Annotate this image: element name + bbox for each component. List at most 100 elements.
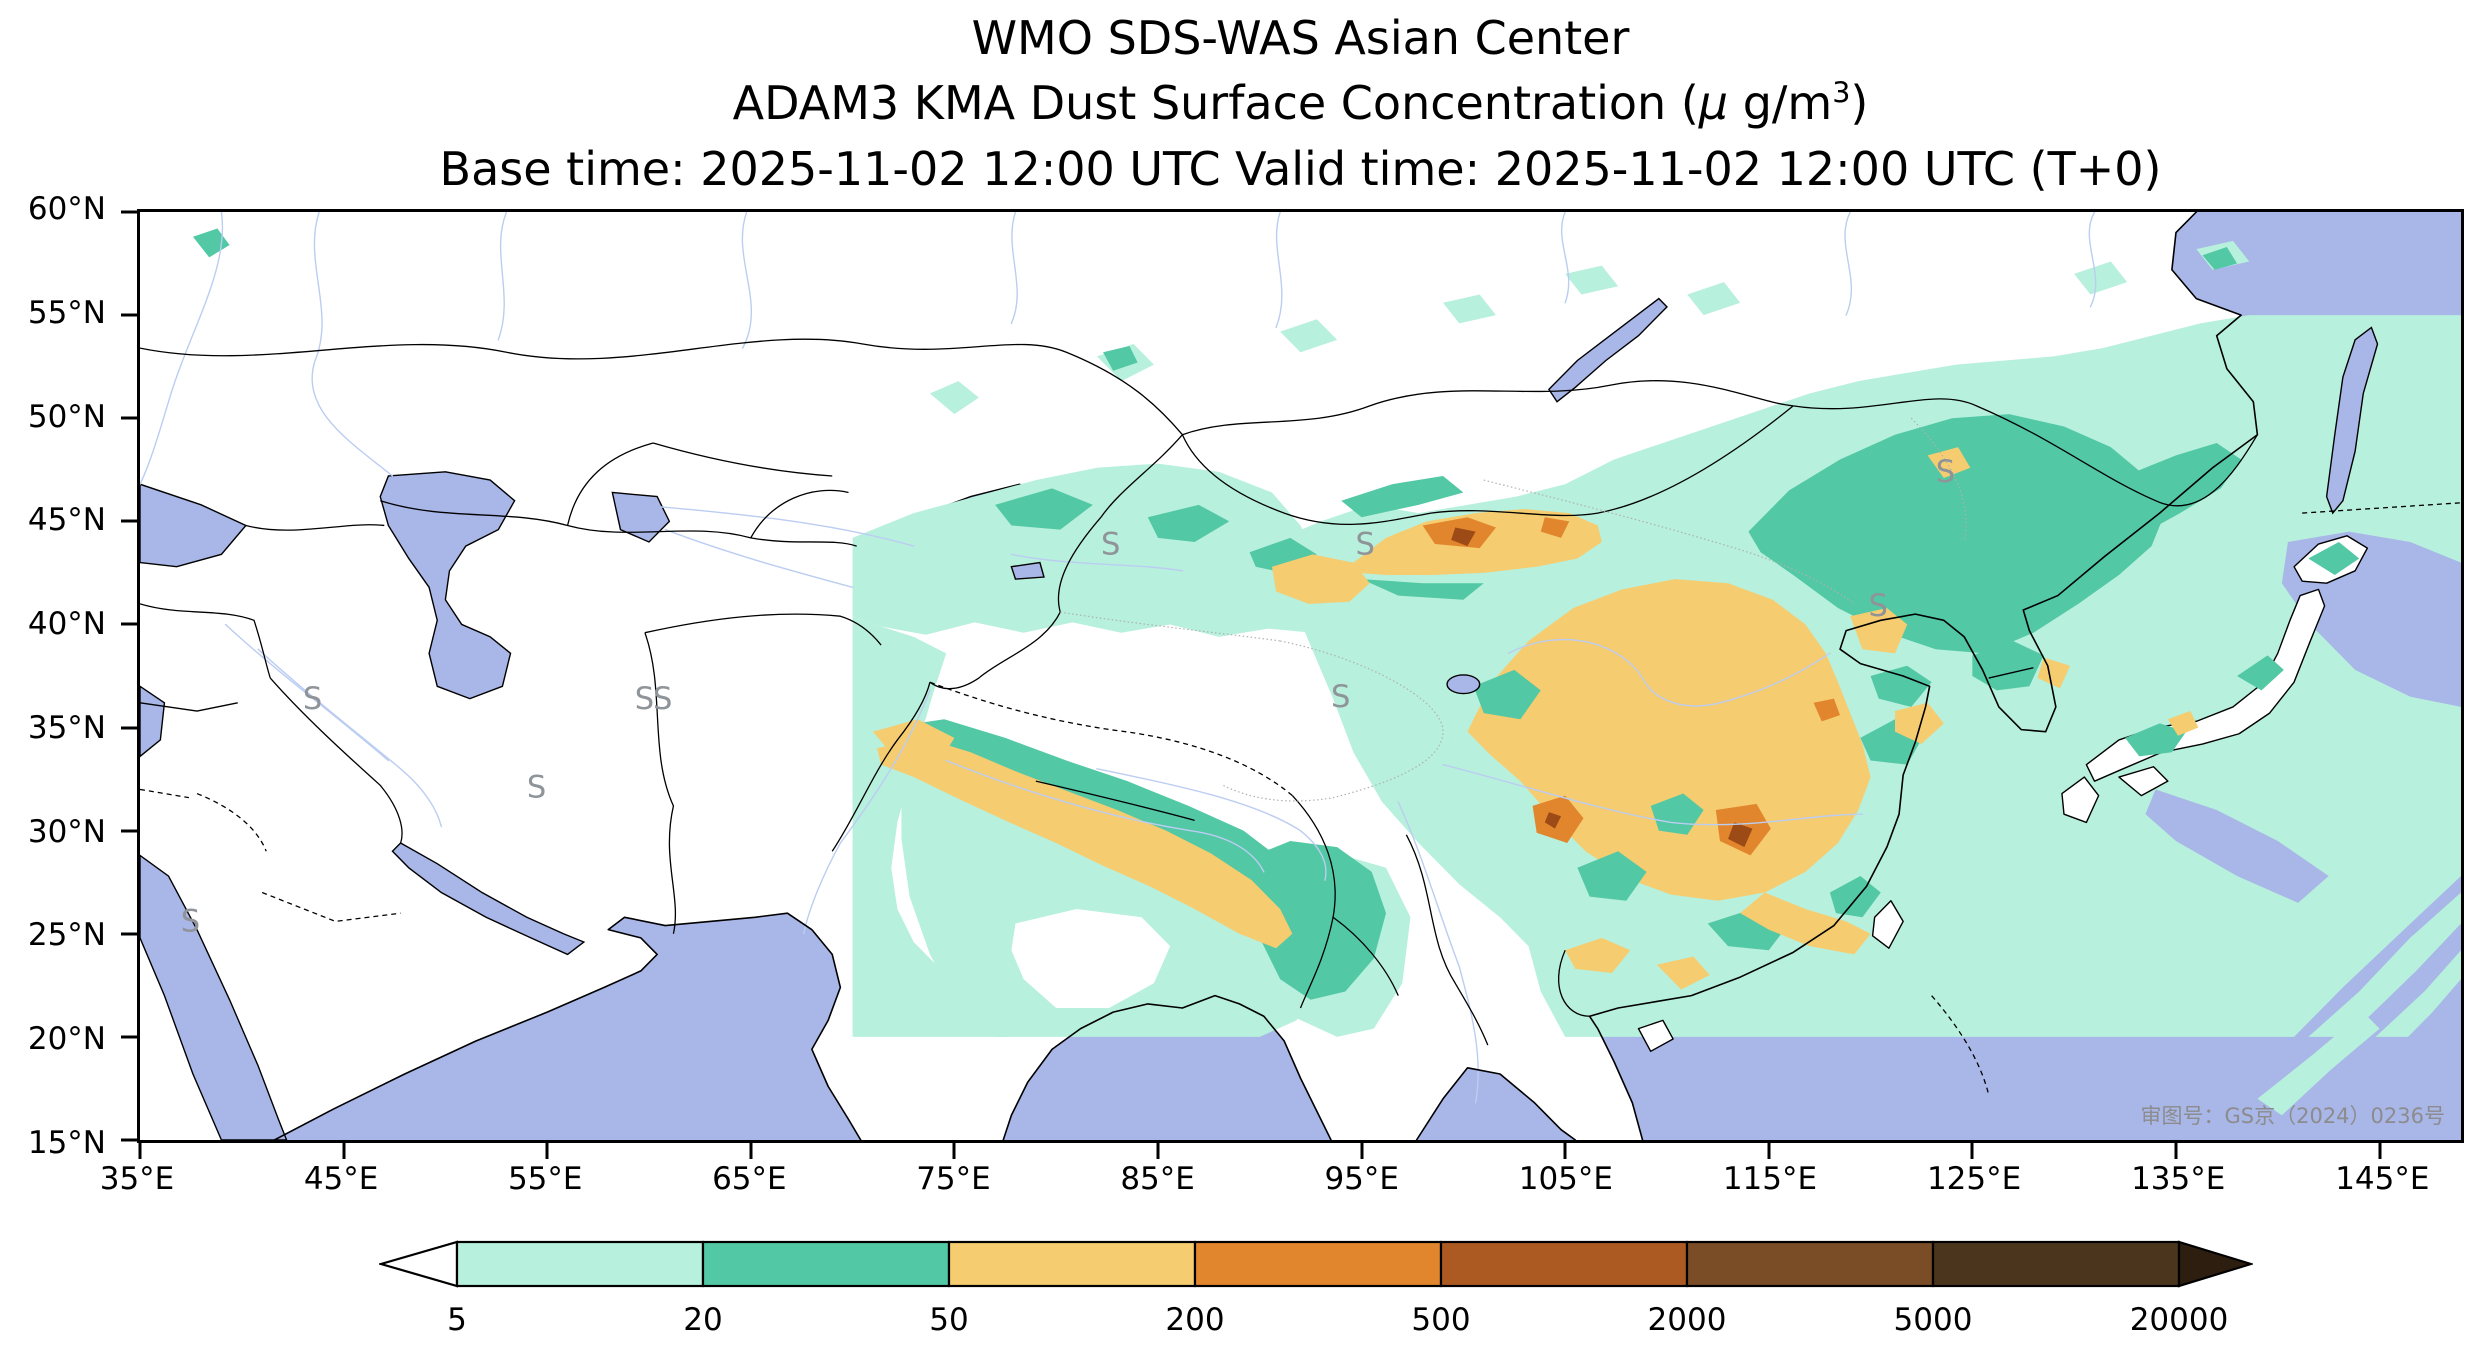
axis-tick [1360,1143,1364,1159]
figure-subtitle: ADAM3 KMA Dust Surface Concentration (μ … [732,76,1869,131]
qinghai-lake [1447,675,1480,694]
lon-axis: 35°E 45°E 55°E 65°E 75°E 85°E 95°E 105°E 115°E 12… [100,1143,2464,1213]
coastline-layer [274,212,2257,1140]
axis-tick [749,1143,753,1159]
dust-observation-symbol: S [653,681,672,717]
dust-observation-symbol: S [1101,526,1120,562]
colorbar-tick-label: 200 [1165,1302,1225,1338]
persian-gulf [392,843,583,954]
figure-timeline: Base time: 2025-11-02 12:00 UTC Valid ti… [439,141,2162,196]
dust-observation-symbol: S [527,769,546,805]
lat-tick-label: 50°N [27,398,106,435]
axis-tick [121,210,137,214]
lake-baikal [1549,299,1667,402]
colorbar-tick-label: 5000 [1893,1302,1973,1338]
colorbar-right-arrow [2177,1240,2255,1288]
dust-observation-symbol: S [181,904,200,940]
lat-tick-label: 20°N [27,1021,106,1058]
axis-tick [121,932,137,936]
lat-tick-label: 60°N [27,191,106,227]
axis-tick [952,1143,956,1159]
map-review-number-watermark: 审图号：GS京（2024）0236号 [2140,1104,2446,1128]
colorbar-tick-label: 20 [683,1302,723,1338]
axis-tick [1767,1143,1771,1159]
lat-tick-label: 15°N [27,1125,106,1161]
colorbar-segment [1685,1240,1935,1288]
colorbar-segment [1193,1240,1443,1288]
dust-observation-symbol: S [635,681,654,717]
lon-tick-label: 45°E [303,1161,379,1197]
colorbar: 5 20 50 200 500 2000 5000 20000 [377,1240,2255,1338]
axis-tick [1156,1143,1160,1159]
axis-tick [1563,1143,1567,1159]
colorbar-segment [701,1240,951,1288]
dust-level2-over-layer [1473,669,1704,901]
dust-observation-symbol: S [1869,588,1888,624]
lakes-layer [1011,299,2377,694]
colorbar-segment [947,1240,1197,1288]
figure-title: WMO SDS-WAS Asian Center [971,11,1630,65]
axis-tick [2174,1143,2178,1159]
lat-tick-label: 55°N [27,294,106,331]
axis-tick [138,1143,142,1159]
lon-tick-label: 135°E [2131,1161,2226,1197]
axis-tick [2378,1143,2382,1159]
lon-tick-label: 65°E [712,1161,787,1197]
lat-tick-label: 30°N [27,813,106,850]
lon-tick-label: 145°E [2335,1161,2430,1197]
lon-tick-label: 125°E [1926,1161,2022,1197]
red-sea [140,855,287,1140]
axis-tick [121,829,137,833]
dust-observation-symbol: S [303,681,322,717]
axis-tick [121,726,137,730]
lat-tick-label: 40°N [27,606,106,643]
lon-tick-label: 75°E [916,1161,991,1197]
axis-tick [121,1138,137,1142]
lat-axis: 60°N 55°N 50°N 45°N 40°N 35°N 30°N 25°N 20°N 15°N [0,191,130,1161]
lat-tick-label: 45°N [27,502,106,539]
lat-tick-label: 25°N [27,917,106,954]
colorbar-segment [1439,1240,1689,1288]
axis-tick [121,313,137,317]
taiwan-island [1873,901,1904,948]
lon-tick-label: 95°E [1324,1161,1400,1197]
colorbar-tick-label: 2000 [1647,1302,1727,1338]
colorbar-tick-label: 500 [1411,1302,1471,1338]
axis-tick [121,519,137,523]
kyushu-island [2062,777,2099,822]
hainan-island [1638,1020,1673,1051]
shikoku-island [2119,767,2168,796]
lon-tick-label: 105°E [1518,1161,1613,1197]
caspian-sea [380,472,514,699]
axis-tick [1970,1143,1974,1159]
dust-observation-symbol: S [1936,454,1955,490]
dust-observation-symbol: S [1331,679,1350,715]
dust-observation-symbol: S [1355,526,1374,562]
borders-layer [140,339,2461,1094]
colorbar-tick-label: 5 [447,1302,467,1338]
lon-tick-label: 55°E [507,1161,583,1197]
land-gap-layer [1011,909,1171,1009]
axis-tick [121,416,137,420]
colorbar-labels: 5 20 50 200 500 2000 5000 20000 [379,1292,2253,1338]
black-sea [140,484,246,566]
title-block: WMO SDS-WAS Asian Center ADAM3 KMA Dust … [137,6,2464,202]
lon-tick-label: 115°E [1722,1161,1818,1197]
rivers-layer [140,212,2096,1103]
axis-tick [545,1143,549,1159]
dust-level5-layer [1451,527,1753,848]
lon-tick-label: 35°E [99,1161,175,1197]
lon-tick-label: 85°E [1120,1161,1195,1197]
lat-tick-label: 35°N [27,709,106,746]
colorbar-tick-label: 20000 [2129,1302,2229,1338]
colorbar-svg [377,1240,2255,1288]
sakhalin-island [2327,327,2378,513]
colorbar-tick-label: 50 [929,1302,969,1338]
axis-tick [121,622,137,626]
colorbar-segment [1931,1240,2181,1288]
mu-symbol: μ [1698,76,1729,131]
